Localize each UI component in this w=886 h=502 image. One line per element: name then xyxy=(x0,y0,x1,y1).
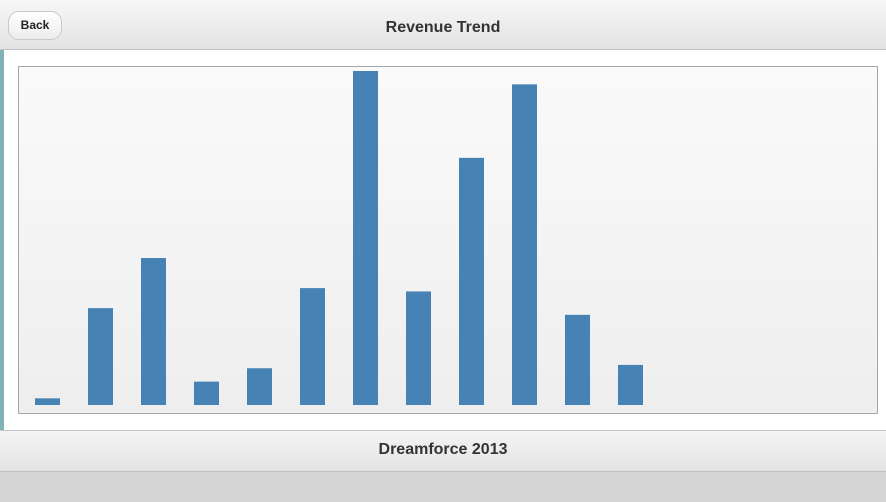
chart-bar xyxy=(300,288,325,405)
chart-bar xyxy=(88,308,113,405)
chart-bar xyxy=(35,398,60,405)
back-button[interactable]: Back xyxy=(8,11,62,40)
chart-bar xyxy=(459,157,484,405)
chart-bar xyxy=(247,368,272,405)
page-title: Revenue Trend xyxy=(385,19,501,36)
chart-bar xyxy=(565,314,590,405)
background-window-edge xyxy=(0,0,4,502)
bottom-toolbar xyxy=(0,472,886,502)
chart-bar xyxy=(406,291,431,405)
chart-panel xyxy=(18,66,878,414)
footer-title: Dreamforce 2013 xyxy=(378,441,508,458)
chart-bar xyxy=(512,84,537,406)
chart-bar xyxy=(194,381,219,405)
chart-bar xyxy=(353,71,378,405)
chart-content-area xyxy=(4,50,886,430)
header-bar: Revenue Trend Back xyxy=(0,0,886,50)
chart-bar xyxy=(141,258,166,405)
revenue-bar-chart xyxy=(35,71,643,406)
footer-bar: Dreamforce 2013 xyxy=(0,430,886,472)
chart-bar xyxy=(618,364,643,405)
